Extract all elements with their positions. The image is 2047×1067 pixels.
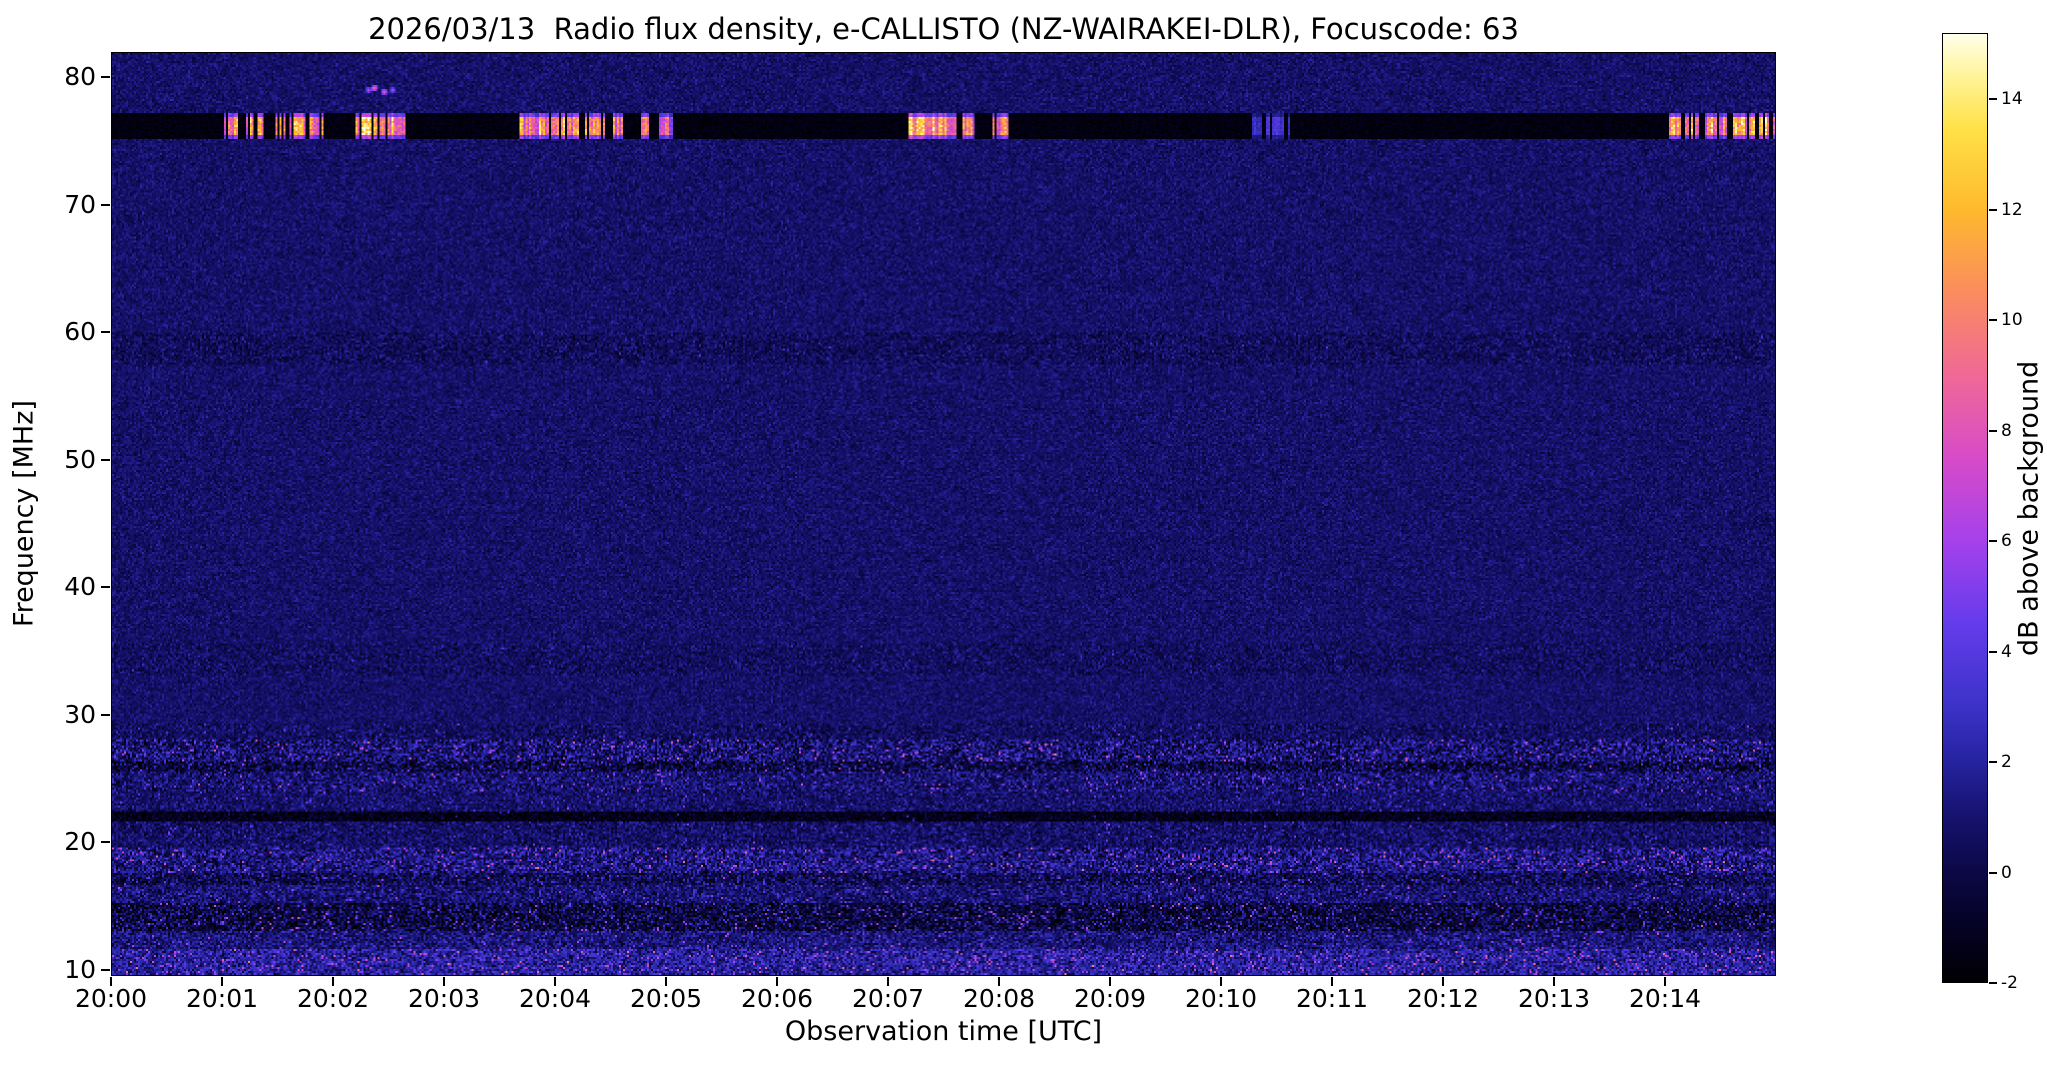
x-tick-label: 20:09 bbox=[1073, 984, 1147, 1013]
y-tick-mark bbox=[101, 203, 110, 206]
colorbar-tick-mark bbox=[1989, 871, 1997, 874]
x-tick-label: 20:00 bbox=[74, 984, 148, 1013]
x-tick-label: 20:14 bbox=[1628, 984, 1702, 1013]
x-tick-mark bbox=[554, 977, 556, 986]
x-tick-mark bbox=[1442, 977, 1444, 986]
colorbar-tick-label: -2 bbox=[2001, 973, 2018, 993]
x-tick-mark bbox=[332, 977, 334, 986]
x-tick-label: 20:05 bbox=[629, 984, 703, 1013]
colorbar-tick-mark bbox=[1989, 982, 1997, 984]
y-tick-label: 10 bbox=[64, 954, 96, 984]
colorbar-tick-label: 2 bbox=[2001, 752, 2012, 773]
y-tick-mark bbox=[101, 331, 110, 334]
x-tick-mark bbox=[776, 977, 778, 986]
y-tick-mark bbox=[101, 458, 110, 461]
colorbar-tick-mark bbox=[1989, 208, 1997, 211]
colorbar-tick-label: 6 bbox=[2001, 531, 2012, 552]
x-tick-label: 20:07 bbox=[851, 984, 925, 1013]
y-axis-label: Frequency [MHz] bbox=[8, 400, 40, 628]
x-tick-label: 20:08 bbox=[962, 984, 1036, 1013]
colorbar-tick-mark bbox=[1989, 650, 1997, 653]
colorbar-tick-label: 8 bbox=[2001, 420, 2012, 441]
x-tick-mark bbox=[1109, 977, 1111, 986]
y-tick-label: 80 bbox=[64, 62, 96, 92]
y-tick-label: 30 bbox=[64, 699, 96, 729]
chart-title: 2026/03/13 Radio flux density, e-CALLIST… bbox=[368, 12, 1519, 46]
y-tick-label: 40 bbox=[64, 572, 96, 602]
colorbar-tick-mark bbox=[1989, 429, 1997, 432]
x-tick-label: 20:01 bbox=[185, 984, 259, 1013]
spectrogram-canvas bbox=[112, 53, 1775, 975]
x-tick-label: 20:02 bbox=[296, 984, 370, 1013]
y-tick-mark bbox=[101, 841, 110, 844]
colorbar-tick-mark bbox=[1989, 761, 1997, 764]
x-tick-label: 20:10 bbox=[1184, 984, 1258, 1013]
colorbar-tick-label: 10 bbox=[2001, 310, 2023, 331]
y-tick-label: 60 bbox=[64, 317, 96, 347]
x-tick-mark bbox=[1664, 977, 1666, 986]
x-tick-mark bbox=[1553, 977, 1555, 986]
y-tick-mark bbox=[101, 968, 110, 971]
x-axis-label: Observation time [UTC] bbox=[784, 1016, 1103, 1047]
colorbar-tick-label: 0 bbox=[2001, 862, 2012, 883]
x-tick-mark bbox=[443, 977, 445, 986]
x-tick-label: 20:12 bbox=[1406, 984, 1480, 1013]
y-tick-label: 70 bbox=[64, 189, 96, 219]
x-tick-mark bbox=[221, 977, 223, 986]
y-tick-label: 20 bbox=[64, 827, 96, 857]
x-tick-mark bbox=[998, 977, 1000, 986]
x-tick-label: 20:11 bbox=[1295, 984, 1369, 1013]
colorbar bbox=[1942, 33, 1988, 983]
plot-area bbox=[111, 52, 1776, 976]
colorbar-tick-mark bbox=[1989, 540, 1997, 543]
x-tick-label: 20:06 bbox=[740, 984, 814, 1013]
y-tick-mark bbox=[101, 76, 110, 79]
x-tick-mark bbox=[887, 977, 889, 986]
colorbar-tick-label: 4 bbox=[2001, 641, 2012, 662]
x-tick-label: 20:03 bbox=[407, 984, 481, 1013]
y-tick-mark bbox=[101, 713, 110, 716]
x-tick-label: 20:13 bbox=[1517, 984, 1591, 1013]
colorbar-tick-mark bbox=[1989, 98, 1997, 101]
x-tick-mark bbox=[1331, 977, 1333, 986]
colorbar-label: dB above background bbox=[2013, 360, 2045, 656]
x-tick-mark bbox=[1220, 977, 1222, 986]
y-tick-mark bbox=[101, 586, 110, 589]
colorbar-tick-mark bbox=[1989, 319, 1997, 322]
x-tick-label: 20:04 bbox=[518, 984, 592, 1013]
x-tick-mark bbox=[665, 977, 667, 986]
colorbar-tick-label: 14 bbox=[2001, 89, 2023, 110]
y-tick-label: 50 bbox=[64, 444, 96, 474]
colorbar-tick-label: 12 bbox=[2001, 199, 2023, 220]
x-tick-mark bbox=[110, 977, 112, 986]
